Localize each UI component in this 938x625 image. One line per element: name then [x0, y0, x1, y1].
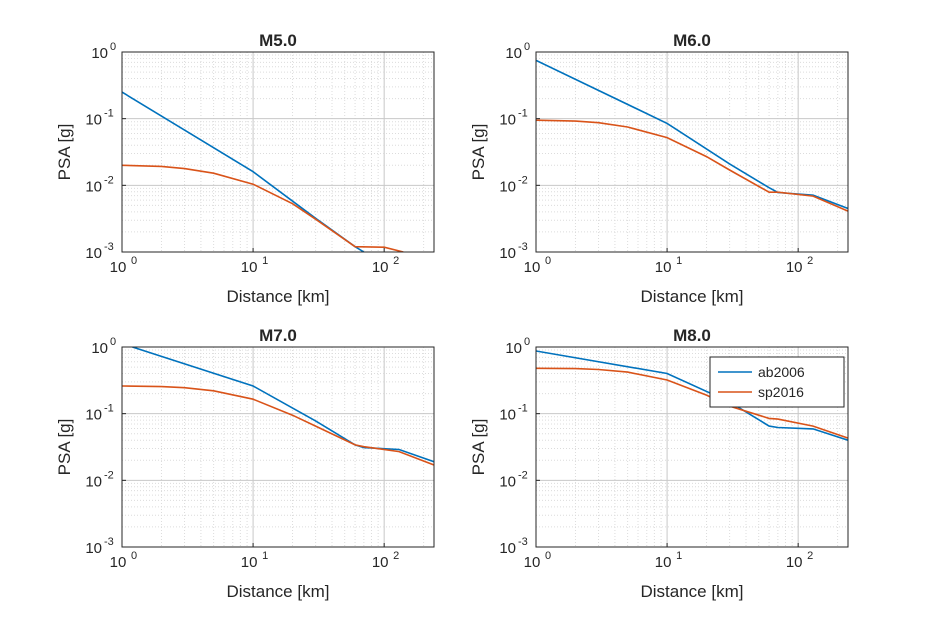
- axes-box: [121, 346, 435, 548]
- y-tick-label: 10: [499, 407, 516, 424]
- y-tick-label-exponent: -1: [104, 108, 114, 120]
- x-axis-label: Distance [km]: [641, 582, 744, 601]
- x-axis-label: Distance [km]: [227, 582, 330, 601]
- legend: ab2006 sp2016: [709, 356, 845, 408]
- chart-title: M7.0: [259, 326, 297, 345]
- x-tick-label: 10: [241, 259, 258, 276]
- x-tick-label: 10: [524, 259, 541, 276]
- grid: [122, 347, 434, 547]
- y-tick-label-exponent: 0: [110, 336, 116, 348]
- y-tick-label: 10: [85, 540, 102, 557]
- chart-title: M6.0: [673, 31, 711, 50]
- y-axis-label: PSA [g]: [469, 124, 488, 181]
- chart-title: M8.0: [673, 326, 711, 345]
- y-tick-label: 10: [91, 340, 108, 357]
- x-tick-label-exponent: 0: [545, 255, 551, 267]
- grid: [536, 52, 848, 252]
- y-tick-label: 10: [85, 473, 102, 490]
- y-tick-label-exponent: 0: [110, 41, 116, 53]
- y-tick-label-exponent: -3: [518, 241, 528, 253]
- y-tick-label-exponent: -2: [518, 174, 528, 186]
- x-tick-label-exponent: 0: [545, 550, 551, 562]
- y-tick-label: 10: [499, 112, 516, 129]
- y-tick-label-exponent: -2: [104, 174, 114, 186]
- x-tick-label: 10: [786, 259, 803, 276]
- x-tick-label: 10: [655, 259, 672, 276]
- x-tick-label: 10: [372, 554, 389, 571]
- series-line-sp2016: [536, 119, 848, 212]
- legend-label-sp2016: sp2016: [758, 384, 804, 400]
- x-tick-label: 10: [524, 554, 541, 571]
- axes-box: [535, 346, 849, 548]
- y-tick-label: 10: [85, 112, 102, 129]
- y-tick-label-exponent: -3: [104, 536, 114, 548]
- y-tick-label: 10: [505, 45, 522, 62]
- chart-title: M5.0: [259, 31, 297, 50]
- plot-area: [122, 347, 434, 547]
- x-tick-label: 10: [110, 259, 127, 276]
- y-tick-label-exponent: -1: [104, 403, 114, 415]
- axes-box: [121, 51, 435, 253]
- y-tick-label-exponent: -2: [518, 469, 528, 481]
- y-tick-label: 10: [499, 178, 516, 195]
- plot-area: [122, 52, 434, 252]
- x-tick-label: 10: [372, 259, 389, 276]
- x-tick-label-exponent: 1: [676, 255, 682, 267]
- series-line-ab2006: [536, 350, 848, 441]
- x-tick-label: 10: [655, 554, 672, 571]
- x-axis-label: Distance [km]: [227, 287, 330, 306]
- y-axis-label: PSA [g]: [55, 124, 74, 181]
- x-axis-label: Distance [km]: [641, 287, 744, 306]
- series-line-ab2006: [536, 59, 848, 210]
- series-line-sp2016: [122, 164, 404, 252]
- x-tick-label-exponent: 2: [807, 550, 813, 562]
- y-tick-label-exponent: -3: [104, 241, 114, 253]
- x-tick-label-exponent: 0: [131, 550, 137, 562]
- y-tick-label: 10: [91, 45, 108, 62]
- y-tick-label-exponent: 0: [524, 41, 530, 53]
- y-axis-label: PSA [g]: [55, 419, 74, 476]
- y-axis-label: PSA [g]: [469, 419, 488, 476]
- x-tick-label-exponent: 1: [262, 255, 268, 267]
- y-tick-label: 10: [85, 178, 102, 195]
- x-tick-label-exponent: 0: [131, 255, 137, 267]
- x-tick-label-exponent: 2: [807, 255, 813, 267]
- series-line-sp2016: [536, 367, 848, 439]
- y-tick-label-exponent: -1: [518, 108, 528, 120]
- y-tick-label: 10: [499, 245, 516, 262]
- y-tick-label-exponent: -2: [104, 469, 114, 481]
- x-tick-label-exponent: 1: [676, 550, 682, 562]
- x-tick-label: 10: [241, 554, 258, 571]
- y-tick-label-exponent: -3: [518, 536, 528, 548]
- y-tick-label: 10: [499, 540, 516, 557]
- y-tick-label: 10: [85, 407, 102, 424]
- y-tick-label: 10: [499, 473, 516, 490]
- series-line-sp2016: [122, 385, 434, 466]
- x-tick-label-exponent: 1: [262, 550, 268, 562]
- y-tick-label: 10: [505, 340, 522, 357]
- x-tick-label-exponent: 2: [393, 255, 399, 267]
- y-tick-label: 10: [85, 245, 102, 262]
- x-tick-label: 10: [110, 554, 127, 571]
- legend-label-ab2006: ab2006: [758, 364, 805, 380]
- y-tick-label-exponent: 0: [524, 336, 530, 348]
- x-tick-label: 10: [786, 554, 803, 571]
- y-tick-label-exponent: -1: [518, 403, 528, 415]
- legend-box: [709, 356, 845, 408]
- x-tick-label-exponent: 2: [393, 550, 399, 562]
- grid: [122, 52, 434, 252]
- axes-box: [535, 51, 849, 253]
